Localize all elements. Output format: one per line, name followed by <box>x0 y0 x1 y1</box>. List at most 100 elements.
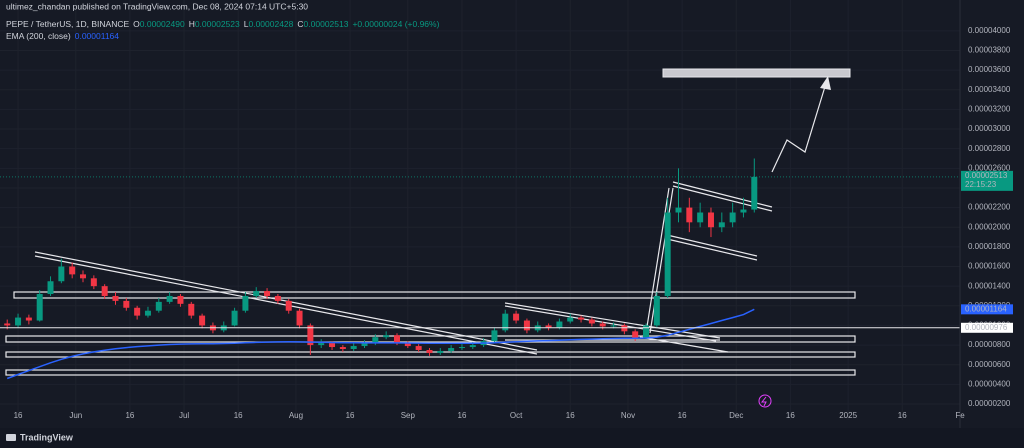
candle-body <box>4 323 11 326</box>
footer-brand: TradingView <box>20 432 74 442</box>
candle-body <box>36 294 43 321</box>
candle-body <box>415 346 422 350</box>
candle-body <box>588 319 595 324</box>
last-price-tag <box>961 170 1013 191</box>
candle-body <box>101 286 108 296</box>
candle-body <box>199 315 206 326</box>
y-tick-label: 0.00001600 <box>968 262 1011 271</box>
candle-body <box>610 325 617 327</box>
candle-body <box>264 291 271 296</box>
candle-body <box>578 317 585 320</box>
y-tick-label: 0.00002600 <box>968 163 1011 172</box>
candle-body <box>350 346 357 350</box>
ema-value: 0.00001164 <box>75 31 120 41</box>
candle-body <box>751 176 758 210</box>
candle-body <box>643 325 650 339</box>
candle-body <box>90 278 97 287</box>
candle-body <box>242 295 249 311</box>
ema-line <box>6 308 755 380</box>
candle-body <box>686 207 693 223</box>
level-label: 0.00000976 <box>965 323 1008 332</box>
candle-body <box>729 212 736 223</box>
x-tick-label: Jul <box>179 411 189 420</box>
candle-body <box>599 323 606 327</box>
ohlc-key: L <box>244 19 249 29</box>
candle-body <box>621 325 628 332</box>
x-tick-label: Dec <box>729 411 743 420</box>
ohlc-key: C <box>297 19 303 29</box>
y-tick-label: 0.00002800 <box>968 144 1011 153</box>
candle-body <box>697 212 704 223</box>
candle-body <box>718 222 725 228</box>
candle-body <box>318 343 325 346</box>
candle-body <box>707 212 714 228</box>
candle-body <box>274 295 281 301</box>
candle-body <box>177 295 184 304</box>
x-tick-label: 16 <box>566 411 575 420</box>
candle-body <box>491 330 498 342</box>
ohlc-key: H <box>189 19 195 29</box>
last-price-label: 0.00002513 <box>965 171 1008 180</box>
candle-body <box>372 337 379 344</box>
symbol: PEPE / TetherUS, 1D, BINANCE <box>6 19 129 29</box>
candle-body <box>383 335 390 338</box>
ohlc-value: 0.00002523 <box>195 19 240 29</box>
zone <box>5 369 856 376</box>
candle-body <box>307 325 314 346</box>
x-tick-label: 16 <box>678 411 687 420</box>
y-tick-label: 0.00003600 <box>968 65 1011 74</box>
x-tick-label: Jun <box>69 411 82 420</box>
candle-body <box>15 317 22 326</box>
candle-body <box>123 300 130 308</box>
candle-body <box>513 313 520 321</box>
candle-body <box>740 209 747 213</box>
candle-body <box>523 320 530 331</box>
x-tick-label: 16 <box>234 411 243 420</box>
y-tick-label: 0.00003800 <box>968 46 1011 55</box>
trendline <box>504 302 721 342</box>
candle-body <box>296 310 303 326</box>
candle-body <box>231 310 238 326</box>
x-tick-label: 2025 <box>839 411 857 420</box>
x-tick-label: Fe <box>955 411 965 420</box>
zone <box>13 291 856 299</box>
ema-name: EMA (200, close) <box>6 31 71 41</box>
y-tick-label: 0.00001800 <box>968 242 1011 251</box>
y-tick-label: 0.00002200 <box>968 203 1011 212</box>
arrow <box>771 79 828 173</box>
y-tick-label: 0.00000600 <box>968 360 1011 369</box>
flag-line <box>666 234 758 261</box>
candle-body <box>188 303 195 316</box>
candle-body <box>426 349 433 353</box>
candle-body <box>253 291 260 296</box>
candle-body <box>545 325 552 328</box>
candle-body <box>458 347 465 349</box>
candle-body <box>112 295 119 301</box>
candle-body <box>632 331 639 339</box>
x-tick-label: 16 <box>346 411 355 420</box>
plot <box>0 158 960 380</box>
candle-body <box>166 295 173 302</box>
candle-body <box>361 343 368 347</box>
flag-pole <box>645 187 674 334</box>
candle-body <box>664 212 671 296</box>
candle-body <box>80 274 87 279</box>
candle-body <box>134 307 141 316</box>
candle-body <box>339 347 346 350</box>
candle-body <box>144 310 151 316</box>
y-tick-label: 0.00000400 <box>968 379 1011 388</box>
change: +0.00000024 (+0.96%) <box>352 19 439 29</box>
candle-body <box>155 301 162 311</box>
y-tick-label: 0.00003400 <box>968 85 1011 94</box>
arrow-head <box>820 76 831 90</box>
logo <box>6 434 16 441</box>
x-tick-label: 16 <box>14 411 23 420</box>
alert-icon[interactable] <box>758 394 772 408</box>
y-tick-label: 0.00001400 <box>968 281 1011 290</box>
candle-body <box>25 317 32 321</box>
candle-body <box>448 348 455 351</box>
candle-body <box>58 266 65 282</box>
candle-body <box>404 343 411 347</box>
candle-body <box>47 281 54 295</box>
